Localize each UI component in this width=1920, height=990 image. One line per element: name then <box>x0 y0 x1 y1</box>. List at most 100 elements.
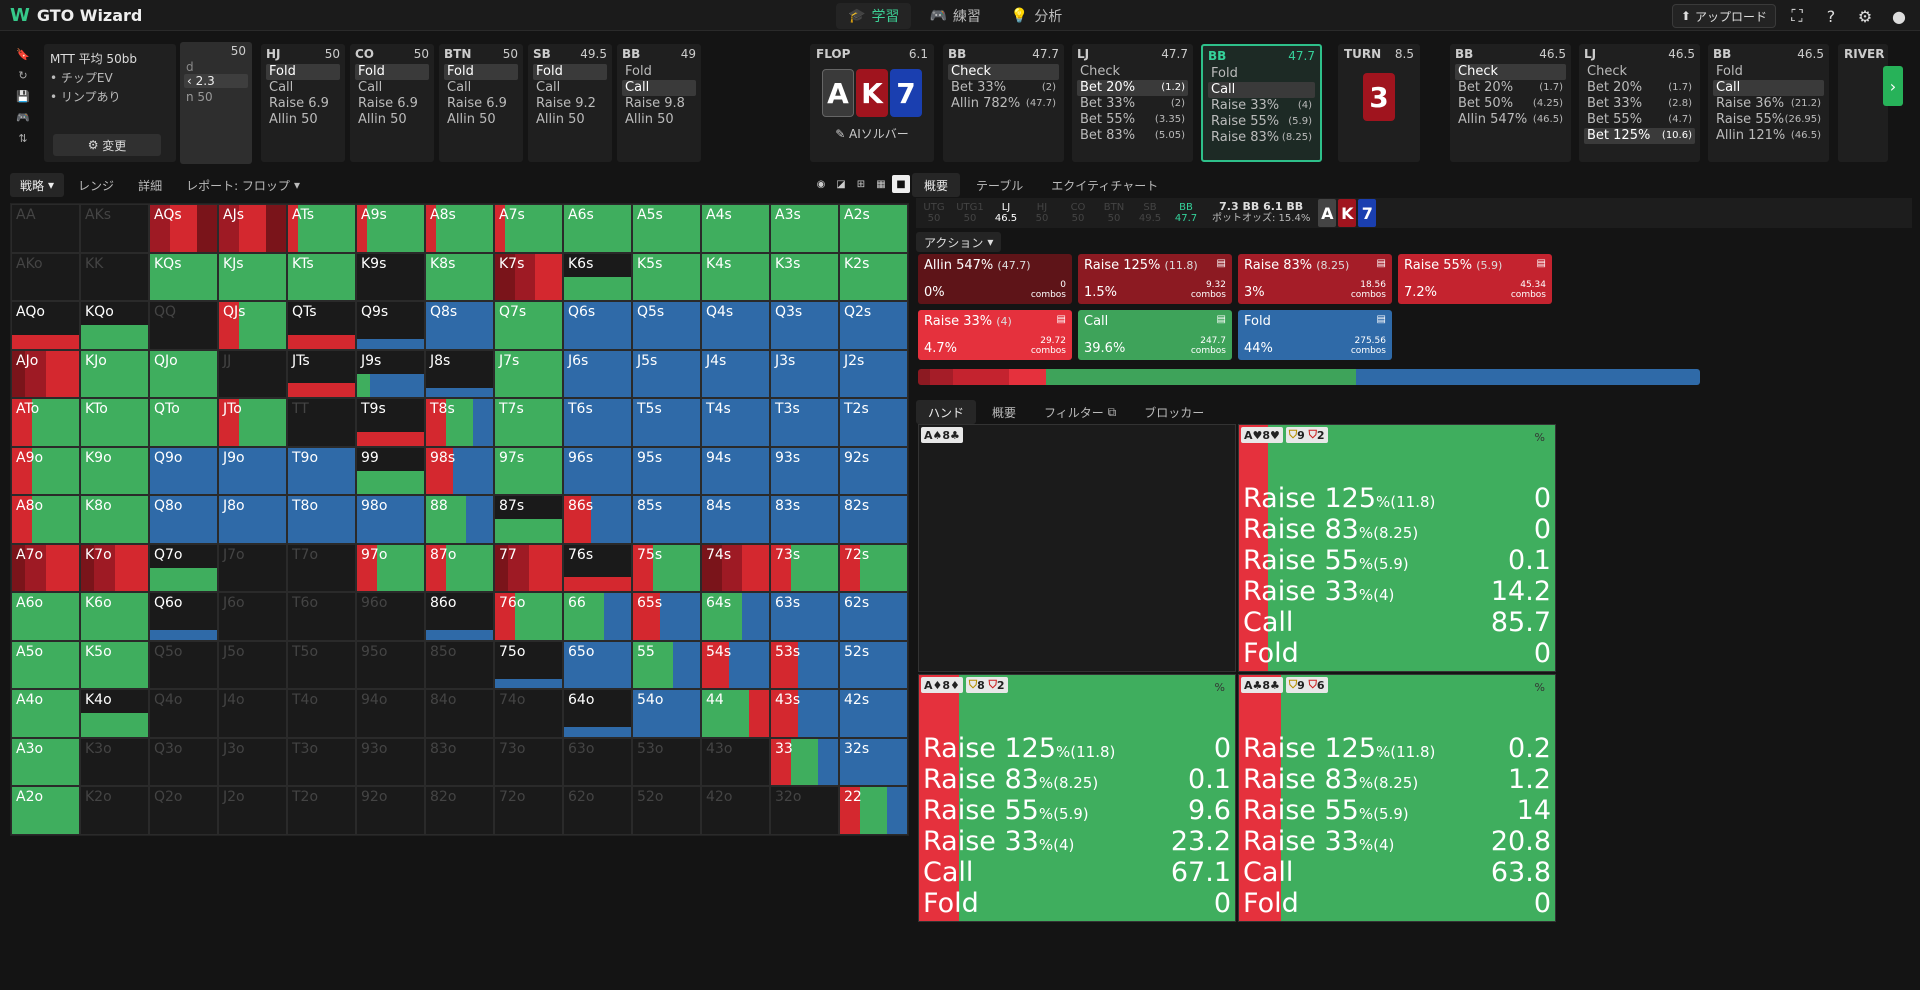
hand-cell[interactable]: T6s <box>563 398 632 447</box>
hand-cell[interactable]: 75o <box>494 640 563 689</box>
hand-cell[interactable]: T9s <box>356 398 425 447</box>
hand-cell[interactable]: AQo <box>11 301 80 350</box>
save-icon[interactable]: 💾 <box>16 90 30 103</box>
action-option[interactable]: Call <box>622 80 696 96</box>
player-card-collapsed[interactable]: 50 d ‹ 2.3 n 50 <box>180 42 252 164</box>
hand-cell[interactable]: 98o <box>356 495 425 544</box>
hand-cell[interactable]: T9o <box>287 446 356 495</box>
hand-cell[interactable]: 94s <box>701 446 770 495</box>
hand-cell[interactable]: A7o <box>11 543 80 592</box>
hand-cell[interactable]: K4o <box>80 689 149 738</box>
action-option[interactable]: Allin 50 <box>625 112 674 127</box>
hand-cell[interactable]: T2s <box>839 398 908 447</box>
detail-icon[interactable]: ▤ <box>1216 258 1226 269</box>
hand-cell[interactable]: AKs <box>80 204 149 253</box>
action-option[interactable]: Allin 547% (46.5) <box>1458 112 1563 127</box>
hand-cell[interactable]: A3s <box>770 204 839 253</box>
hand-cell[interactable]: K8o <box>80 495 149 544</box>
hand-cell[interactable]: T3o <box>287 737 356 786</box>
action-option[interactable]: Raise 55% (5.9) <box>1211 114 1312 129</box>
action-option[interactable]: Allin 782% (47.7) <box>951 96 1056 111</box>
player-card-co[interactable]: CO 50 Fold Call Raise 6.9 Allin 50 <box>350 44 434 162</box>
gamepad-small-icon[interactable]: 🎮 <box>16 111 30 124</box>
action-option[interactable]: Call <box>447 80 472 95</box>
player-card-hj[interactable]: HJ 50 Fold Call Raise 6.9 Allin 50 <box>261 44 345 162</box>
hand-cell[interactable]: AA <box>11 204 80 253</box>
action-option[interactable]: Bet 20% (1.7) <box>1587 80 1692 95</box>
tab-blocker[interactable]: ブロッカー <box>1144 405 1205 420</box>
action-option[interactable]: Raise 83% (8.25) <box>1211 130 1312 145</box>
hand-cell[interactable]: J5o <box>218 640 287 689</box>
hand-cell[interactable]: Q8s <box>425 301 494 350</box>
hand-cell[interactable]: A3o <box>11 737 80 786</box>
hand-cell[interactable]: J4o <box>218 689 287 738</box>
hand-cell[interactable]: 85s <box>632 495 701 544</box>
hand-cell[interactable]: Q2o <box>149 786 218 835</box>
hand-cell[interactable]: A8o <box>11 495 80 544</box>
action-option[interactable]: Fold <box>625 64 652 79</box>
hand-cell[interactable]: A6o <box>11 592 80 641</box>
hand-cell[interactable]: 93o <box>356 737 425 786</box>
tab-range[interactable]: レンジ <box>78 178 115 193</box>
hand-cell[interactable]: T8s <box>425 398 494 447</box>
hand-cell[interactable]: Q2s <box>839 301 908 350</box>
hand-cell[interactable]: 64o <box>563 689 632 738</box>
hand-cell[interactable]: JJ <box>218 349 287 398</box>
hand-cell[interactable]: 54o <box>632 689 701 738</box>
hand-cell[interactable]: 98s <box>425 446 494 495</box>
action-summary-allin-547-[interactable]: Allin 547% (47.7) 0% 0 combos <box>918 254 1072 304</box>
hand-cell[interactable]: 62o <box>563 786 632 835</box>
hand-detail-panel[interactable]: A♠8♣ <box>918 424 1236 672</box>
position-utg1[interactable]: UTG1 50 <box>956 202 984 224</box>
hand-cell[interactable]: Q5s <box>632 301 701 350</box>
hand-cell[interactable]: J4s <box>701 349 770 398</box>
action-option[interactable]: Bet 55% (4.7) <box>1587 112 1692 127</box>
hand-detail-panel[interactable]: % A♦8♦ ⛉ 8 ⛉ 2 Raise 125%(11.8) 0 Raise 83%(8.2… <box>918 674 1236 922</box>
action-option[interactable]: Call <box>269 80 294 95</box>
hand-cell[interactable]: KJo <box>80 349 149 398</box>
hand-cell[interactable]: QTs <box>287 301 356 350</box>
tab-equity-chart[interactable]: エクイティチャート <box>1051 178 1159 193</box>
hand-cell[interactable]: 62s <box>839 592 908 641</box>
hand-cell[interactable]: 92s <box>839 446 908 495</box>
hand-cell[interactable]: 82s <box>839 495 908 544</box>
hand-cell[interactable]: T8o <box>287 495 356 544</box>
player-card-bb[interactable]: BB 47.7 Check Bet 33% (2) Allin 782% (47.7) <box>943 44 1064 162</box>
position-lj[interactable]: LJ 46.5 <box>994 202 1018 224</box>
hand-cell[interactable]: 32o <box>770 786 839 835</box>
hand-cell[interactable]: Q4s <box>701 301 770 350</box>
hand-cell[interactable]: A5s <box>632 204 701 253</box>
hand-cell[interactable]: J6o <box>218 592 287 641</box>
action-option[interactable]: Raise 33% (4) <box>1211 98 1312 113</box>
app-logo[interactable]: W GTO Wizard <box>10 5 142 26</box>
hand-cell[interactable]: 94o <box>356 689 425 738</box>
hand-cell[interactable]: ATo <box>11 398 80 447</box>
hand-cell[interactable]: JTo <box>218 398 287 447</box>
position-sb[interactable]: SB 49.5 <box>1138 202 1162 224</box>
hand-cell[interactable]: K5o <box>80 640 149 689</box>
hand-cell[interactable]: TT <box>287 398 356 447</box>
hand-cell[interactable]: 63s <box>770 592 839 641</box>
next-street-button[interactable]: › <box>1883 66 1903 106</box>
hand-cell[interactable]: J8s <box>425 349 494 398</box>
hand-cell[interactable]: 72o <box>494 786 563 835</box>
hand-cell[interactable]: J6s <box>563 349 632 398</box>
hand-cell[interactable]: AQs <box>149 204 218 253</box>
hand-cell[interactable]: A2s <box>839 204 908 253</box>
hand-cell[interactable]: T7o <box>287 543 356 592</box>
hand-cell[interactable]: 53s <box>770 640 839 689</box>
hand-cell[interactable]: J3s <box>770 349 839 398</box>
hand-cell[interactable]: 87o <box>425 543 494 592</box>
action-summary-raise-55-[interactable]: Raise 55% (5.9) ▤ 7.2% 45.34 combos <box>1398 254 1552 304</box>
tab-table[interactable]: テーブル <box>976 178 1024 193</box>
hand-cell[interactable]: 52o <box>632 786 701 835</box>
hand-cell[interactable]: Q6o <box>149 592 218 641</box>
hand-cell[interactable]: Q3s <box>770 301 839 350</box>
hand-cell[interactable]: 76s <box>563 543 632 592</box>
hand-cell[interactable]: A5o <box>11 640 80 689</box>
position-co[interactable]: CO 50 <box>1070 202 1086 224</box>
action-option[interactable]: Allin 121% (46.5) <box>1716 128 1821 143</box>
hand-cell[interactable]: KK <box>80 252 149 301</box>
hand-cell[interactable]: K8s <box>425 252 494 301</box>
hand-detail-panel[interactable]: % A♥8♥ ⛉ 9 ⛉ 2 Raise 125%(11.8) 0 Raise 83%(8.2… <box>1238 424 1556 672</box>
